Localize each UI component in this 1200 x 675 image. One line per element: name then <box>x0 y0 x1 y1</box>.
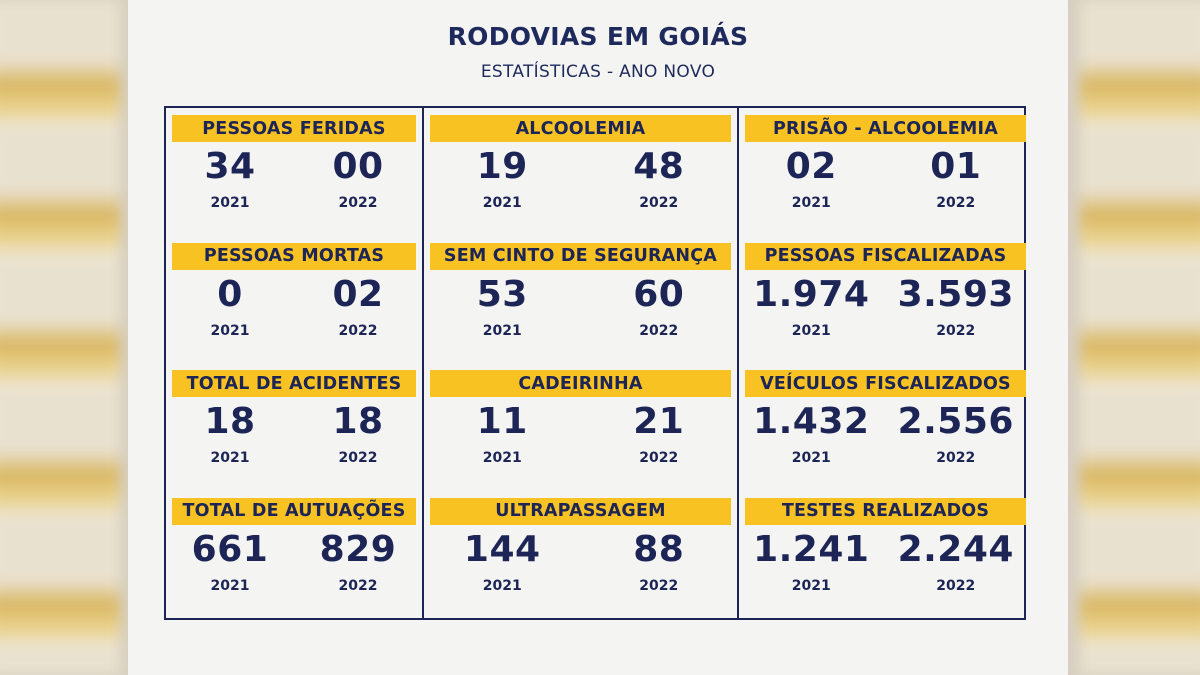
year-label-2022: 2022 <box>639 450 679 466</box>
infographic-subtitle: ESTATÍSTICAS - ANO NOVO <box>480 62 716 82</box>
year-label-2022: 2022 <box>936 577 976 594</box>
stat-value-2021: 661 <box>191 528 269 570</box>
year-label-2021: 2021 <box>791 450 831 466</box>
stat-value-2022: 2.244 <box>897 528 1014 570</box>
year-label-2022: 2022 <box>936 450 976 466</box>
year-label-2021: 2021 <box>482 450 522 466</box>
statistics-table: PESSOAS FERIDAS 34 00 2021 2022 ALCOOLEMIA 19 4… <box>164 106 1026 620</box>
year-label-2021: 2021 <box>791 195 831 211</box>
infographic-card: RODOVIAS EM GOIÁS ESTATÍSTICAS - ANO NOV… <box>128 0 1068 675</box>
stat-value-2022: 48 <box>633 146 685 187</box>
stat-label: PESSOAS MORTAS <box>172 242 416 270</box>
stat-cell: PESSOAS MORTAS 0 02 2021 2022 <box>166 235 424 363</box>
stat-label: SEM CINTO DE SEGURANÇA <box>430 242 731 270</box>
stat-value-2022: 00 <box>332 146 384 187</box>
year-label-2021: 2021 <box>210 577 250 594</box>
stat-value-2021: 144 <box>463 528 541 570</box>
stat-value-2021: 18 <box>204 401 256 442</box>
year-label-2021: 2021 <box>210 322 250 339</box>
year-label-2021: 2021 <box>210 195 250 211</box>
stat-value-2022: 2.556 <box>897 401 1014 442</box>
stat-value-2022: 829 <box>319 528 397 570</box>
stat-value-2022: 18 <box>332 401 384 442</box>
year-label-2021: 2021 <box>791 322 831 339</box>
year-label-2022: 2022 <box>338 322 378 339</box>
year-label-2021: 2021 <box>482 195 522 211</box>
stat-label: ULTRAPASSAGEM <box>430 497 731 525</box>
stat-cell: ULTRAPASSAGEM 144 88 2021 2022 <box>424 490 739 618</box>
stat-value-2021: 1.974 <box>753 273 870 315</box>
stat-label: PESSOAS FISCALIZADAS <box>745 242 1026 270</box>
stat-cell: CADEIRINHA 11 21 2021 2022 <box>424 363 739 491</box>
year-label-2022: 2022 <box>639 322 679 339</box>
stat-cell: PRISÃO - ALCOOLEMIA 02 01 2021 2022 <box>739 108 1028 236</box>
stat-label: ALCOOLEMIA <box>430 115 731 142</box>
stat-value-2021: 0 <box>217 273 243 315</box>
stat-label: CADEIRINHA <box>430 370 731 397</box>
stat-value-2021: 53 <box>476 273 528 315</box>
stat-value-2021: 34 <box>204 146 256 187</box>
stat-value-2021: 11 <box>476 401 528 442</box>
stat-cell: TESTES REALIZADOS 1.241 2.244 2021 2022 <box>739 491 1028 619</box>
stat-label: PRISÃO - ALCOOLEMIA <box>745 115 1026 142</box>
year-label-2021: 2021 <box>791 577 831 594</box>
stat-cell: TOTAL DE ACIDENTES 18 18 2021 2022 <box>166 363 424 491</box>
blurred-background-left <box>0 0 120 675</box>
stat-value-2021: 02 <box>785 146 837 187</box>
stat-value-2022: 88 <box>633 528 685 570</box>
stat-cell: SEM CINTO DE SEGURANÇA 53 60 2021 2022 <box>424 235 739 363</box>
year-label-2022: 2022 <box>338 577 378 594</box>
year-label-2022: 2022 <box>639 577 679 594</box>
stat-cell: PESSOAS FERIDAS 34 00 2021 2022 <box>166 108 424 236</box>
year-label-2021: 2021 <box>210 450 250 466</box>
stat-value-2021: 1.432 <box>753 401 870 442</box>
stat-label: TOTAL DE ACIDENTES <box>172 370 416 397</box>
stat-value-2022: 02 <box>332 273 384 315</box>
stat-value-2022: 21 <box>633 401 685 442</box>
year-label-2022: 2022 <box>338 195 378 211</box>
stat-value-2022: 01 <box>930 146 982 187</box>
year-label-2022: 2022 <box>639 195 679 211</box>
stat-value-2021: 19 <box>476 146 528 187</box>
stat-value-2021: 1.241 <box>753 528 870 570</box>
stat-label: TOTAL DE AUTUAÇÕES <box>172 497 416 525</box>
stat-cell: TOTAL DE AUTUAÇÕES 661 829 2021 2022 <box>166 490 424 618</box>
year-label-2022: 2022 <box>338 450 378 466</box>
year-label-2021: 2021 <box>482 322 522 339</box>
year-label-2021: 2021 <box>482 577 522 594</box>
year-label-2022: 2022 <box>936 195 976 211</box>
stat-value-2022: 60 <box>633 273 685 315</box>
stat-cell: VEÍCULOS FISCALIZADOS 1.432 2.556 2021 2022 <box>739 363 1028 491</box>
blurred-background-right <box>1080 0 1200 675</box>
year-label-2022: 2022 <box>936 322 976 339</box>
stat-cell: ALCOOLEMIA 19 48 2021 2022 <box>424 108 739 236</box>
stat-label: TESTES REALIZADOS <box>745 497 1026 525</box>
stat-cell: PESSOAS FISCALIZADAS 1.974 3.593 2021 2022 <box>739 236 1028 364</box>
stat-value-2022: 3.593 <box>897 273 1014 315</box>
stat-label: VEÍCULOS FISCALIZADOS <box>745 370 1026 397</box>
infographic-title: RODOVIAS EM GOIÁS <box>447 22 749 51</box>
stat-label: PESSOAS FERIDAS <box>172 115 416 142</box>
